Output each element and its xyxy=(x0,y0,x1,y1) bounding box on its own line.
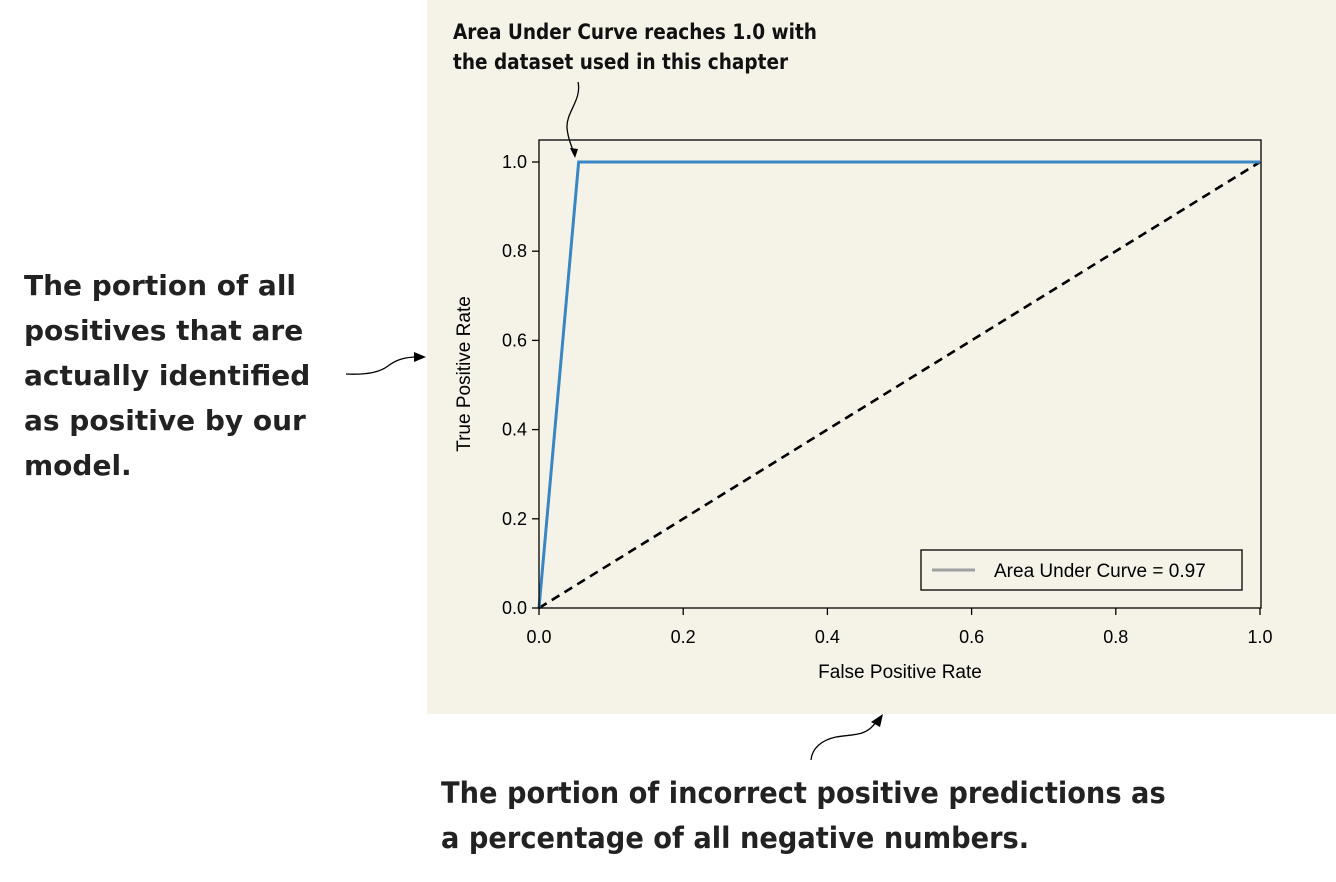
y-tick-label: 0.2 xyxy=(502,509,527,529)
x-axis-label: False Positive Rate xyxy=(818,662,982,683)
annotation-top-line2: the dataset used in this chapter xyxy=(453,50,789,74)
annotation-bottom-line2: a percentage of all negative numbers. xyxy=(441,821,1030,855)
y-tick-label: 1.0 xyxy=(502,152,527,172)
y-axis-label: True Positive Rate xyxy=(454,296,475,452)
y-tick-label: 0.6 xyxy=(502,330,527,350)
annotation-left: The portion of all positives that are ac… xyxy=(24,269,311,482)
annotation-top-arrow xyxy=(566,81,580,158)
roc-curve-line xyxy=(537,160,1260,609)
legend-label: Area Under Curve = 0.97 xyxy=(994,561,1206,582)
x-tick-label: 1.0 xyxy=(1247,627,1272,647)
annotation-top: Area Under Curve reaches 1.0 with the da… xyxy=(453,17,817,77)
y-tick-label: 0.8 xyxy=(502,241,527,261)
x-tick-label: 0.4 xyxy=(815,627,840,647)
annotation-bottom: The portion of incorrect positive predic… xyxy=(441,771,1166,861)
x-tick-label: 0.6 xyxy=(959,627,984,647)
annotation-bottom-arrow xyxy=(810,714,883,761)
x-tick-label: 0.8 xyxy=(1103,627,1128,647)
x-tick-label: 0.2 xyxy=(671,627,696,647)
annotation-top-line1: Area Under Curve reaches 1.0 with xyxy=(453,20,817,44)
annotation-bottom-line1: The portion of incorrect positive predic… xyxy=(441,776,1166,810)
plot-frame xyxy=(538,139,1262,609)
x-tick-label: 0.0 xyxy=(526,627,551,647)
chart-panel xyxy=(427,0,1336,714)
chance-diagonal-line xyxy=(538,160,1261,610)
annotation-left-arrow xyxy=(345,352,426,375)
y-tick-label: 0.4 xyxy=(502,420,527,440)
y-tick-label: 0.0 xyxy=(502,598,527,618)
